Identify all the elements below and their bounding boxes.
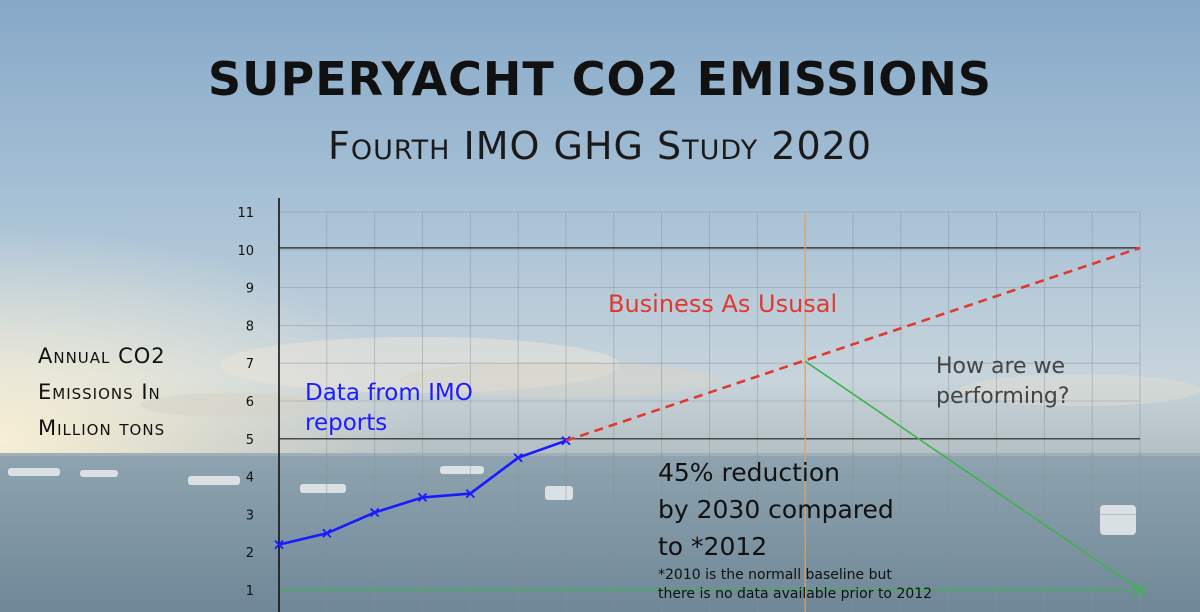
data-point-marker: [1133, 583, 1147, 597]
y-tick-label: 7: [246, 357, 254, 372]
y-axis-label-line: Emissions In: [38, 380, 161, 404]
data-point-marker: [513, 453, 523, 463]
data-point-marker: [370, 507, 380, 518]
imo-data-label: Data from IMO reports: [305, 378, 473, 438]
reduction-target-line: 45% reduction: [658, 458, 840, 487]
grid: [278, 211, 1141, 612]
y-tick-label: 8: [246, 319, 254, 334]
y-tick-label: 11: [237, 206, 254, 221]
series: [274, 246, 1147, 597]
series-line: [804, 360, 1141, 591]
y-axis-label-line: Annual CO2: [38, 344, 166, 368]
chart-title: SUPERYACHT CO2 EMISSIONS: [208, 52, 992, 106]
y-tick-label: 3: [246, 508, 254, 523]
data-point-marker: [274, 540, 284, 550]
series-line: [565, 246, 1141, 442]
footnote-line: *2010 is the normall baseline but: [658, 567, 892, 583]
data-point-marker: [322, 528, 332, 538]
y-tick-label: 10: [237, 244, 254, 259]
y-tick-label: 9: [246, 282, 254, 297]
chart-subtitle: Fourth IMO GHG Study 2020: [327, 124, 873, 168]
y-axis-label: Annual CO2 Emissions In Million tons: [38, 338, 166, 446]
y-axis: 1 2 3 4 5 6 7 8 9 10 11: [237, 198, 280, 612]
performance-question-line: How are we: [936, 354, 1066, 379]
y-tick-label: 2: [246, 546, 254, 561]
y-tick-label: 6: [246, 395, 254, 410]
y-tick-label: 5: [246, 433, 254, 448]
data-point-marker: [465, 488, 475, 499]
data-point-marker: [417, 492, 428, 503]
business-as-usual-label: Business As Ususal: [608, 290, 838, 318]
reduction-target-label: 45% reduction by 2030 compared to *2012: [658, 454, 894, 565]
y-tick-label: 1: [246, 584, 254, 599]
reference-lines: [279, 212, 1140, 612]
reduction-target-line: by 2030 compared: [658, 495, 894, 524]
footnote: *2010 is the normall baseline but there …: [658, 566, 932, 604]
y-axis-label-line: Million tons: [38, 416, 166, 440]
imo-data-label-line: Data from IMO: [305, 380, 473, 406]
imo-data-label-line: reports: [305, 410, 388, 436]
y-tick-label: 4: [246, 471, 254, 486]
performance-question-label: How are we performing?: [936, 352, 1070, 412]
performance-question-line: performing?: [936, 384, 1070, 409]
footnote-line: there is no data available prior to 2012: [658, 586, 933, 602]
reduction-target-line: to *2012: [658, 532, 768, 561]
